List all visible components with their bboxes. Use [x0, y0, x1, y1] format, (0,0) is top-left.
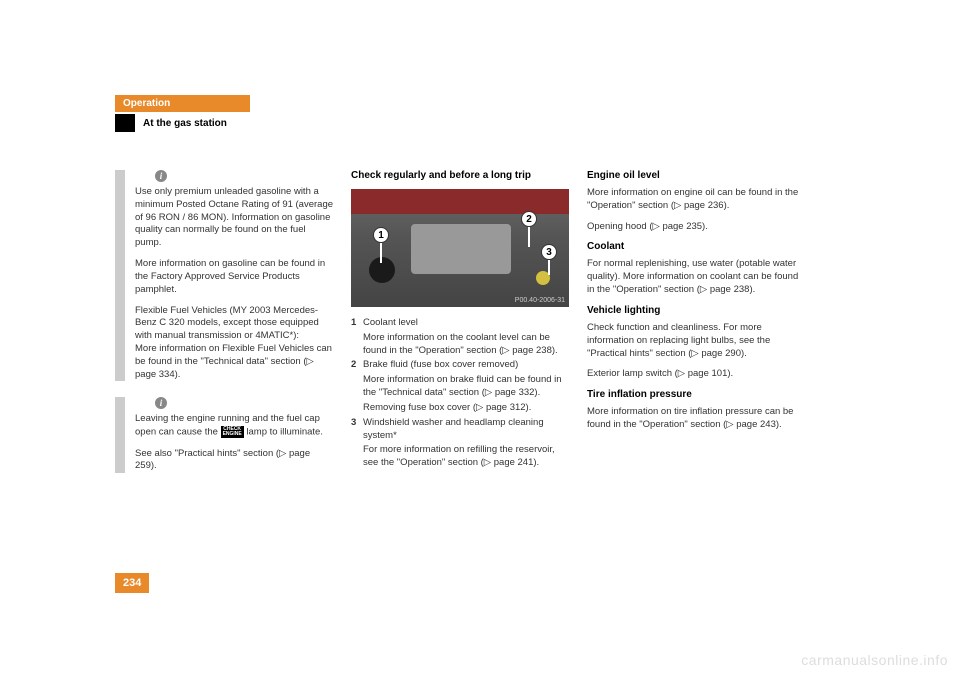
- content-area: i Use only premium unleaded gasoline wit…: [115, 170, 835, 489]
- hood-graphic: [351, 189, 569, 214]
- image-code: P00.40-2006-31: [515, 297, 565, 304]
- callout-3: 3: [541, 244, 557, 260]
- page-number: 234: [115, 573, 149, 593]
- subtitle-row: At the gas station: [115, 114, 835, 132]
- list-body: Removing fuse box cover (▷ page 312).: [351, 402, 569, 415]
- subhead-tire-pressure: Tire inflation pressure: [587, 389, 805, 400]
- coolant-cap-graphic: [369, 257, 395, 283]
- subhead-coolant: Coolant: [587, 241, 805, 252]
- info-text: Flexible Fuel Vehicles (MY 2003 Mercedes…: [135, 305, 333, 343]
- list-body: More information on the coolant level ca…: [351, 332, 569, 358]
- list-body: For more information on refilling the re…: [351, 444, 569, 470]
- list-title: Coolant level: [363, 317, 569, 330]
- subhead-engine-oil: Engine oil level: [587, 170, 805, 181]
- info-box-gasoline: i Use only premium unleaded gasoline wit…: [115, 170, 333, 381]
- list-title: Brake fluid (fuse box cover removed): [363, 359, 569, 372]
- info-text: Use only premium unleaded gasoline with …: [135, 186, 333, 250]
- list-title: Windshield washer and headlamp cleaning …: [363, 417, 569, 443]
- list-item: 1 Coolant level: [351, 317, 569, 330]
- info-icon: i: [155, 397, 167, 409]
- check-heading: Check regularly and before a long trip: [351, 170, 569, 181]
- list-number: 1: [351, 317, 363, 330]
- list-body: More information on brake fluid can be f…: [351, 374, 569, 400]
- chapter-header: Operation: [115, 95, 250, 112]
- subhead-lighting: Vehicle lighting: [587, 305, 805, 316]
- callout-list: 1 Coolant level More information on the …: [351, 317, 569, 470]
- body-text: More information on engine oil can be fo…: [587, 187, 805, 213]
- section-marker: [115, 114, 135, 132]
- list-item: 3 Windshield washer and headlamp cleanin…: [351, 417, 569, 443]
- info-text: More information on gasoline can be foun…: [135, 258, 333, 296]
- callout-line: [548, 260, 550, 275]
- list-number: 2: [351, 359, 363, 372]
- engine-bay-image: 1 2 3 P00.40-2006-31: [351, 189, 569, 307]
- info-text: Leaving the engine running and the fuel …: [135, 413, 333, 439]
- callout-1: 1: [373, 227, 389, 243]
- text-span: lamp to illuminate.: [244, 427, 323, 438]
- left-column: i Use only premium unleaded gasoline wit…: [115, 170, 333, 489]
- callout-line: [528, 227, 530, 247]
- info-text: See also "Practical hints" section (▷ pa…: [135, 448, 333, 474]
- right-column: Engine oil level More information on eng…: [587, 170, 805, 489]
- section-title: At the gas station: [143, 118, 227, 129]
- body-text: Opening hood (▷ page 235).: [587, 221, 805, 234]
- callout-2: 2: [521, 211, 537, 227]
- check-engine-icon: CHECKENGINE: [221, 426, 244, 438]
- middle-column: Check regularly and before a long trip 1…: [351, 170, 569, 489]
- list-number: 3: [351, 417, 363, 443]
- info-text: More information on Flexible Fuel Vehicl…: [135, 343, 333, 381]
- body-text: For normal replenishing, use water (pota…: [587, 258, 805, 296]
- body-text: More information on tire inflation press…: [587, 406, 805, 432]
- engine-graphic: [411, 224, 511, 274]
- list-item: 2 Brake fluid (fuse box cover removed): [351, 359, 569, 372]
- info-icon: i: [155, 170, 167, 182]
- watermark: carmanualsonline.info: [801, 652, 948, 668]
- info-box-fuel-cap: i Leaving the engine running and the fue…: [115, 397, 333, 473]
- page-container: Operation At the gas station i Use only …: [115, 95, 835, 489]
- callout-line: [380, 243, 382, 263]
- body-text: Check function and cleanliness. For more…: [587, 322, 805, 360]
- body-text: Exterior lamp switch (▷ page 101).: [587, 368, 805, 381]
